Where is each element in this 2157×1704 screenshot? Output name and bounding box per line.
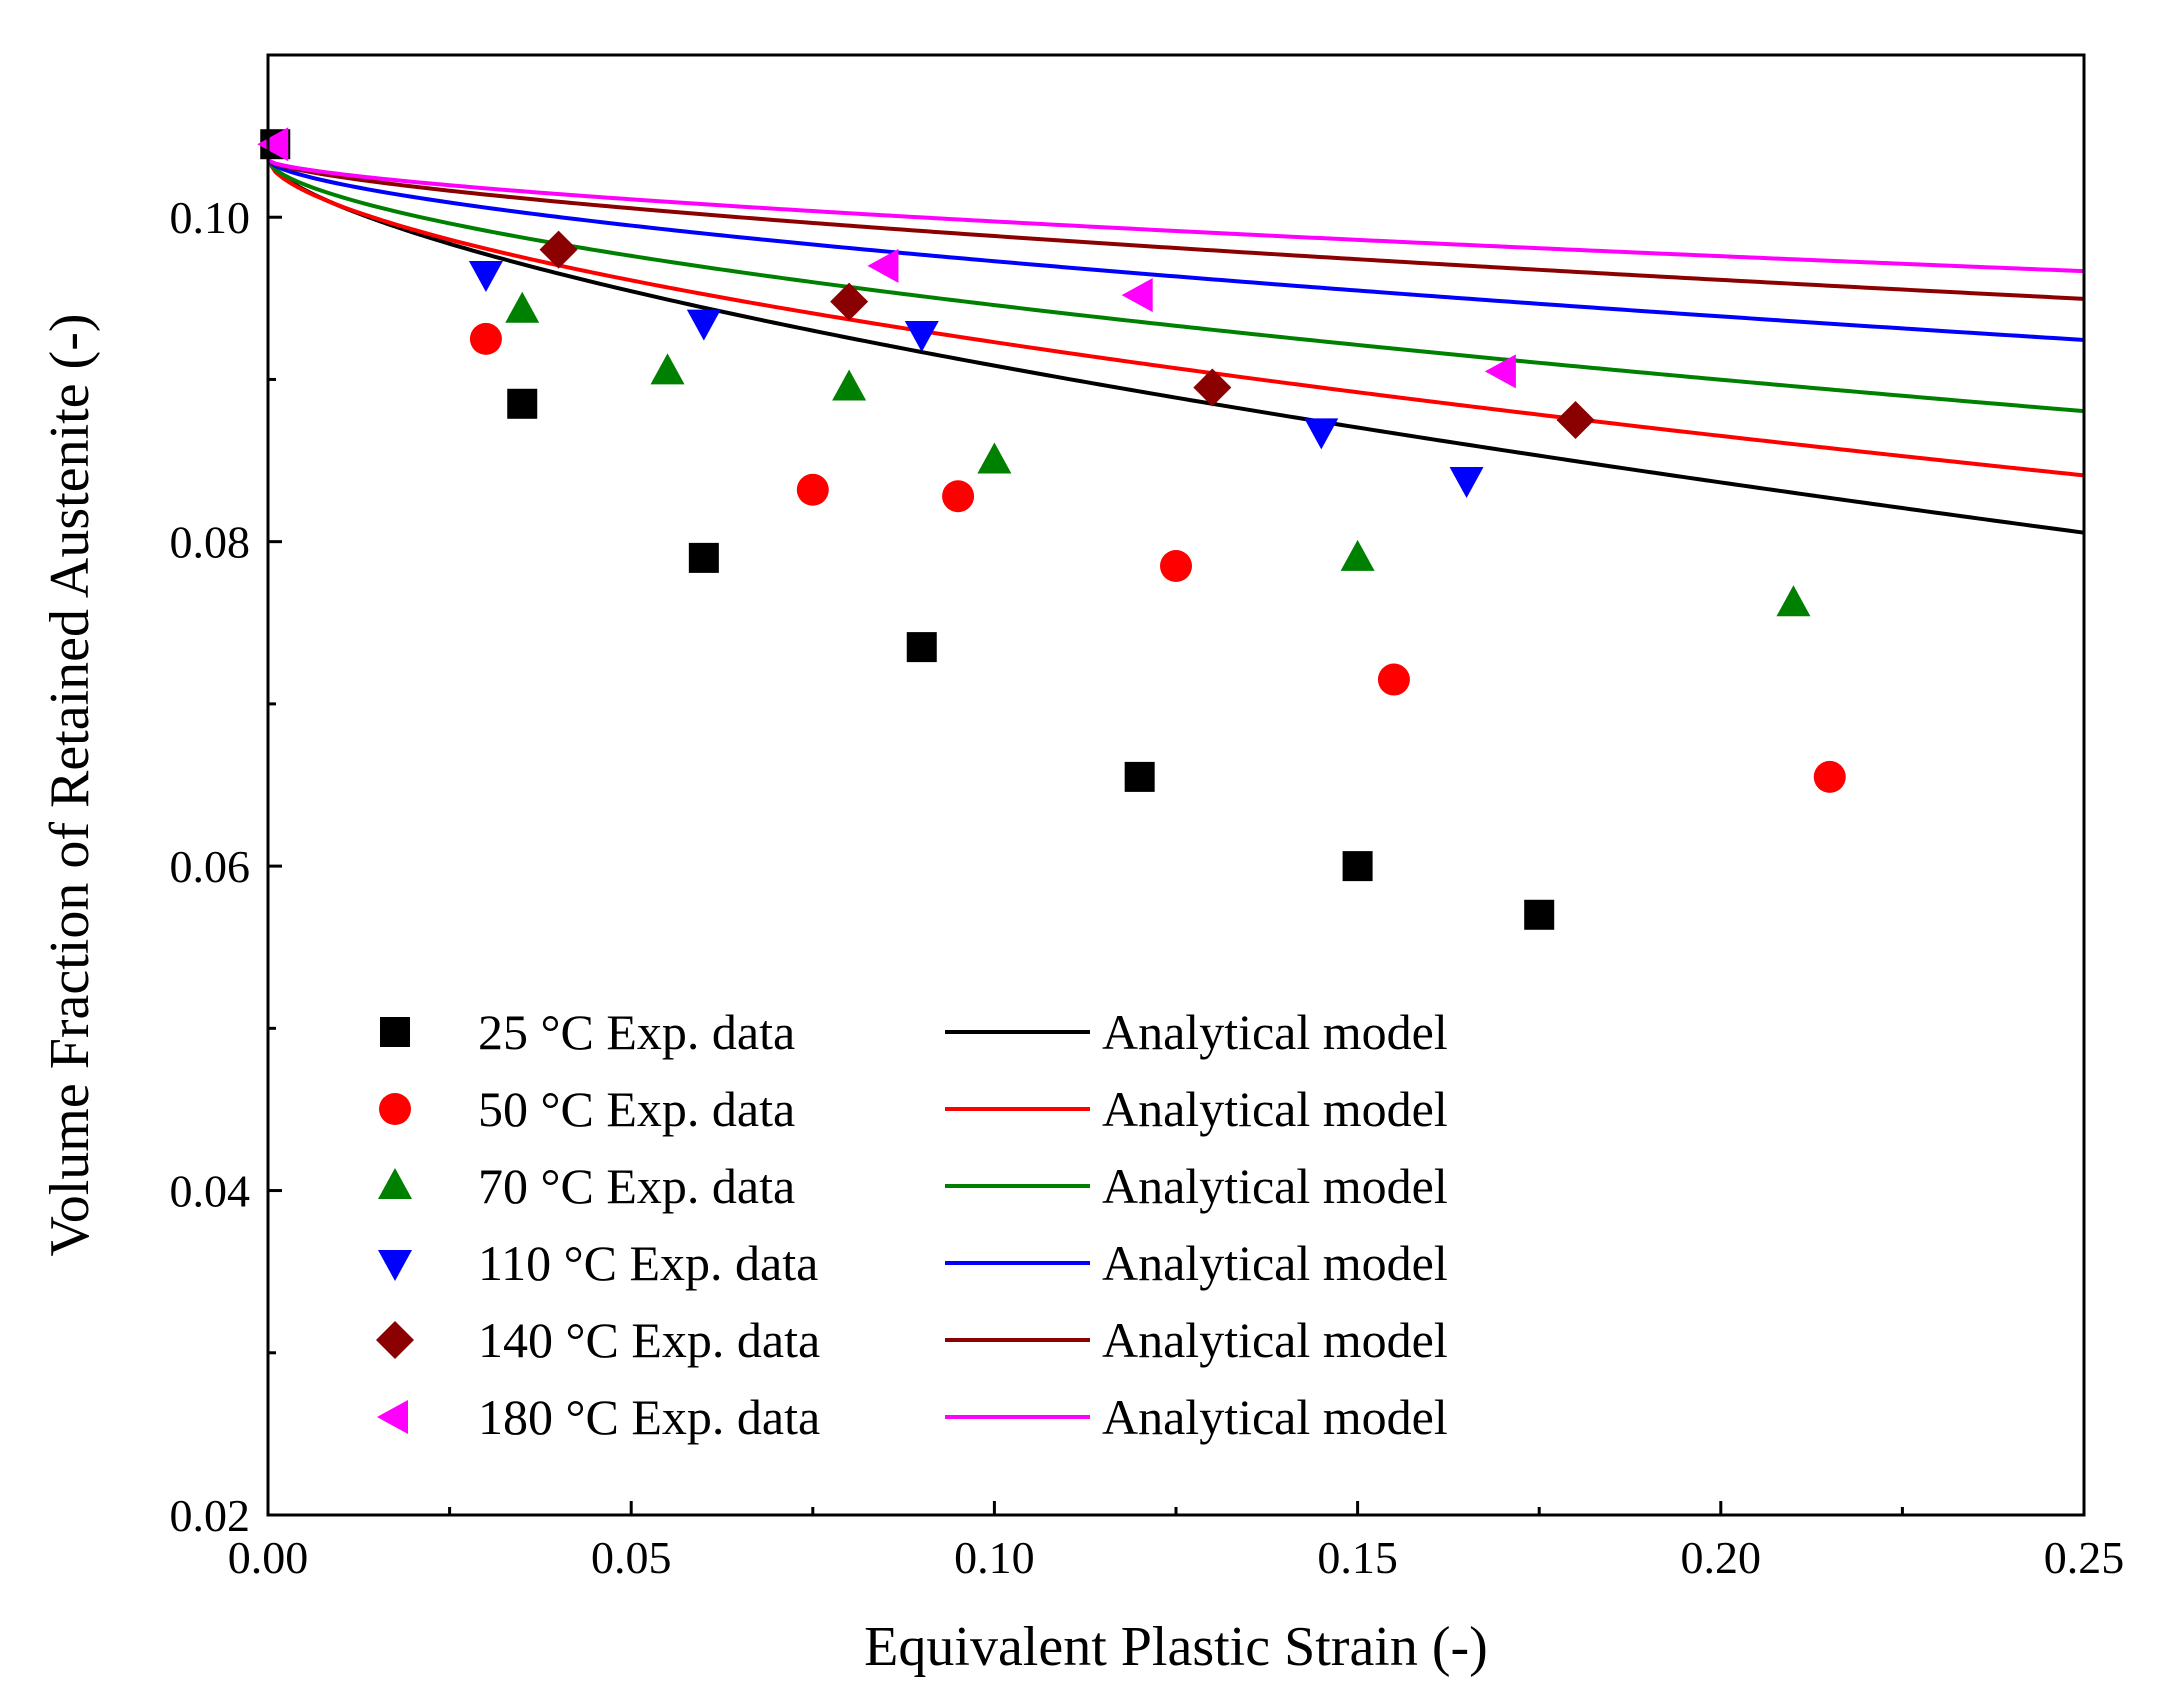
y-tick-label: 0.04 [170, 1166, 251, 1217]
data-point [830, 282, 869, 321]
data-point [1193, 368, 1232, 407]
legend-marker [379, 1093, 411, 1125]
legend-model-label: Analytical model [1102, 1389, 1448, 1445]
data-point [906, 632, 937, 663]
x-tick-label: 0.15 [1317, 1532, 1398, 1583]
data-point [1121, 278, 1153, 313]
data-point [977, 442, 1012, 474]
x-tick-label: 0.20 [1681, 1532, 1762, 1583]
data-point [1160, 550, 1192, 582]
model-curve [267, 158, 2085, 274]
data-point [1556, 401, 1595, 439]
data-point [1449, 467, 1484, 499]
data-point [505, 291, 540, 323]
data-point [1124, 761, 1155, 792]
model-curve [267, 158, 2085, 301]
model-curve [266, 159, 2085, 478]
data-point [539, 230, 578, 269]
legend-marker [376, 1321, 414, 1359]
data-point [1342, 851, 1373, 882]
y-tick-label: 0.06 [170, 841, 251, 892]
data-point [1524, 899, 1555, 930]
data-point [257, 127, 289, 162]
data-point [468, 261, 503, 292]
model-curve [266, 159, 2085, 535]
x-tick-label: 0.00 [228, 1532, 309, 1583]
x-tick-label: 0.05 [591, 1532, 672, 1583]
legend-marker [380, 1017, 410, 1047]
data-point [469, 322, 502, 355]
legend-model-label: Analytical model [1102, 1081, 1448, 1137]
data-point [1340, 539, 1375, 571]
data-point [650, 353, 685, 385]
data-point [1304, 418, 1339, 450]
legend: 25 °C Exp. data Analytical model 50 °C Exp… [376, 1004, 1448, 1445]
legend-marker [377, 1400, 408, 1434]
y-axis-title: Volume Fraction of Retained Austenite (-… [39, 314, 101, 1257]
legend-label: 180 °C Exp. data [478, 1389, 820, 1445]
y-tick-label: 0.08 [170, 517, 251, 568]
x-tick-label: 0.10 [954, 1532, 1035, 1583]
data-point [507, 388, 538, 419]
data-point [942, 480, 975, 513]
data-point [1813, 760, 1846, 793]
legend-model-label: Analytical model [1102, 1158, 1448, 1214]
legend-model-label: Analytical model [1102, 1312, 1448, 1368]
y-tick-label: 0.02 [170, 1490, 251, 1541]
legend-label: 70 °C Exp. data [478, 1158, 795, 1214]
legend-label: 50 °C Exp. data [478, 1081, 795, 1137]
data-point [832, 369, 867, 401]
data-point [1377, 663, 1410, 696]
x-tick-label: 0.25 [2044, 1532, 2125, 1583]
axis-ticks: 0.00 0.05 0.10 0.15 0.20 0.25 0.02 0.04 0.06 0.08… [170, 53, 2125, 1583]
data-point [1484, 354, 1516, 389]
data-point [904, 321, 939, 353]
data-point [688, 542, 719, 573]
data-point [1776, 585, 1811, 617]
legend-marker [378, 1250, 412, 1281]
legend-model-label: Analytical model [1102, 1004, 1448, 1060]
y-tick-label: 0.10 [170, 192, 251, 243]
data-point [867, 248, 899, 283]
legend-model-label: Analytical model [1102, 1235, 1448, 1291]
legend-label: 25 °C Exp. data [478, 1004, 795, 1060]
legend-label: 110 °C Exp. data [478, 1235, 818, 1291]
legend-marker [378, 1168, 412, 1199]
model-curve [266, 158, 2085, 342]
data-point [796, 473, 829, 506]
data-point [686, 309, 721, 341]
x-axis-title: Equivalent Plastic Strain (-) [864, 1616, 1488, 1678]
legend-label: 140 °C Exp. data [478, 1312, 820, 1368]
data-markers [257, 127, 1846, 930]
